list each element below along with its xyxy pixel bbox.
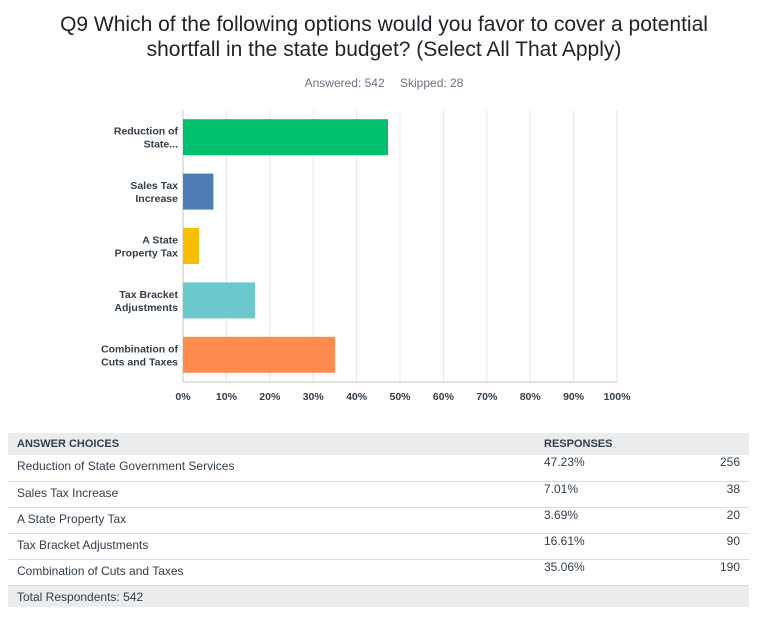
bar-chart: Reduction of State... Sales Tax Increase A S… xyxy=(101,110,631,403)
table-row: A State Property Tax 3.69% 20 xyxy=(8,507,749,534)
x-tick-label: 30% xyxy=(303,391,325,403)
table-row: Combination of Cuts and Taxes 35.06% 190 xyxy=(8,559,749,586)
response-stats: Answered: 542 Skipped: 28 xyxy=(0,76,768,90)
question-title-line-2: shortfall in the state budget? (Select A… xyxy=(146,38,622,61)
x-tick-label: 50% xyxy=(389,391,411,403)
header-answer-choices: ANSWER CHOICES xyxy=(8,433,535,455)
chart-category-labels: Reduction of State... Sales Tax Increase A S… xyxy=(101,126,178,369)
results-table: ANSWER CHOICES RESPONSES Reduction of St… xyxy=(8,433,749,607)
response-count: 90 xyxy=(656,533,749,560)
x-tick-label: 100% xyxy=(604,391,632,403)
x-tick-label: 0% xyxy=(175,391,191,403)
question-title: Q9 Which of the following options would … xyxy=(0,12,768,62)
category-label: Tax Bracket Adjustments xyxy=(114,289,178,314)
response-percent: 47.23% xyxy=(535,455,657,482)
bar xyxy=(183,173,214,210)
x-tick-label: 80% xyxy=(520,391,542,403)
response-percent: 35.06% xyxy=(535,559,657,586)
response-count: 256 xyxy=(656,455,749,482)
answer-choice: Reduction of State Government Services xyxy=(8,455,535,482)
x-tick-label: 60% xyxy=(433,391,455,403)
bar xyxy=(183,228,200,264)
response-percent: 16.61% xyxy=(535,533,657,560)
x-tick-label: 10% xyxy=(216,391,238,403)
response-count: 38 xyxy=(656,481,749,508)
chart-bars xyxy=(183,119,388,373)
bar xyxy=(183,282,256,319)
x-tick-label: 20% xyxy=(259,391,281,403)
response-percent: 3.69% xyxy=(535,507,657,534)
category-label: Combination of Cuts and Taxes xyxy=(101,343,178,368)
category-label: Sales Tax Increase xyxy=(130,180,178,205)
answer-choice: Sales Tax Increase xyxy=(8,481,535,508)
table-row: Reduction of State Government Services 4… xyxy=(8,455,749,482)
table-row: Sales Tax Increase 7.01% 38 xyxy=(8,481,749,508)
total-respondents: Total Respondents: 542 xyxy=(8,585,535,607)
x-tick-label: 40% xyxy=(346,391,368,403)
total-row: Total Respondents: 542 xyxy=(8,585,749,607)
chart-x-ticks: 0% 10% 20% 30% 40% 50% 60% 70% 80% 90% 100% xyxy=(175,391,631,403)
question-title-line-1: Q9 Which of the following options would … xyxy=(60,13,708,36)
response-count: 20 xyxy=(656,507,749,534)
category-label: Reduction of State... xyxy=(114,126,179,151)
x-tick-label: 90% xyxy=(563,391,585,403)
answer-choice: Tax Bracket Adjustments xyxy=(8,533,535,560)
x-tick-label: 70% xyxy=(476,391,498,403)
bar xyxy=(183,119,388,156)
category-label: A State Property Tax xyxy=(115,235,179,260)
answer-choice: A State Property Tax xyxy=(8,507,535,534)
results-table-header: ANSWER CHOICES RESPONSES xyxy=(8,433,749,455)
answer-choice: Combination of Cuts and Taxes xyxy=(8,559,535,586)
bar xyxy=(183,336,336,373)
response-count: 190 xyxy=(656,559,749,586)
total-row-spacer xyxy=(535,585,749,607)
response-percent: 7.01% xyxy=(535,481,657,508)
answered-count: Answered: 542 xyxy=(304,76,385,90)
table-row: Tax Bracket Adjustments 16.61% 90 xyxy=(8,533,749,560)
header-responses: RESPONSES xyxy=(535,433,749,455)
skipped-count: Skipped: 28 xyxy=(400,76,464,90)
chart-gridlines xyxy=(182,110,618,383)
